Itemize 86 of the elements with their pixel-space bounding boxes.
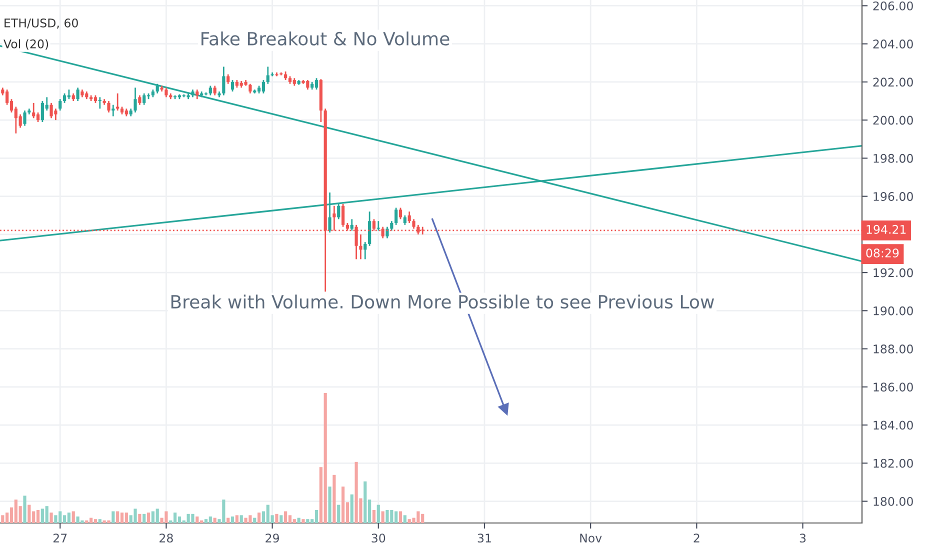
bar bbox=[191, 514, 194, 523]
bar bbox=[67, 512, 71, 523]
x-tick-label: 3 bbox=[800, 534, 806, 543]
bar bbox=[240, 515, 243, 523]
bar bbox=[112, 511, 115, 523]
bar bbox=[332, 474, 336, 523]
bar bbox=[350, 494, 354, 523]
bar bbox=[244, 518, 248, 523]
bar bbox=[156, 508, 159, 523]
x-tick-label: 29 bbox=[266, 534, 279, 543]
bar bbox=[138, 514, 142, 523]
bar bbox=[337, 504, 340, 523]
annotation: Break with Volume. Down More Possible to see Previous Low bbox=[171, 294, 714, 309]
bar bbox=[204, 519, 208, 523]
x-tick-label: 28 bbox=[160, 534, 173, 543]
text: ETH/USD, 60 bbox=[4, 18, 78, 29]
bar bbox=[253, 518, 256, 523]
bar bbox=[288, 515, 292, 523]
bar bbox=[235, 515, 238, 523]
bar bbox=[142, 514, 146, 523]
y-tick-label: 192.00 bbox=[874, 268, 913, 278]
y-tick-label: 188.00 bbox=[874, 344, 913, 354]
bar bbox=[85, 520, 88, 523]
bar bbox=[72, 511, 75, 523]
bar bbox=[226, 518, 230, 523]
bar bbox=[54, 515, 58, 523]
bar bbox=[403, 515, 406, 523]
x-tick-label: 2 bbox=[694, 534, 700, 542]
bar bbox=[280, 515, 283, 523]
x-tick-label: Nov bbox=[580, 534, 602, 543]
bar bbox=[341, 486, 345, 523]
bar bbox=[1, 515, 4, 523]
bar bbox=[116, 511, 120, 523]
bar bbox=[23, 496, 26, 523]
bar bbox=[45, 506, 48, 523]
bar bbox=[306, 519, 310, 523]
bar bbox=[208, 516, 212, 523]
bar bbox=[107, 520, 110, 523]
bar bbox=[230, 516, 234, 523]
bar bbox=[80, 520, 84, 523]
y-tick-label: 196.00 bbox=[874, 192, 913, 201]
bar bbox=[372, 510, 376, 523]
bar bbox=[314, 510, 318, 523]
bar bbox=[398, 511, 402, 523]
y-tick-label: 204.00 bbox=[873, 40, 913, 48]
bar bbox=[213, 518, 216, 523]
bar bbox=[302, 519, 305, 523]
y-tick-label: 180.00 bbox=[874, 496, 913, 506]
y-tick-label: 198.00 bbox=[874, 154, 913, 163]
bar bbox=[196, 516, 199, 523]
bar bbox=[28, 504, 31, 523]
bar bbox=[297, 518, 300, 523]
bar bbox=[146, 512, 150, 523]
bar bbox=[386, 510, 389, 523]
bar bbox=[328, 486, 332, 523]
x-tick-label: 31 bbox=[478, 534, 491, 543]
y-tick-label: 190.00 bbox=[874, 306, 913, 316]
bar bbox=[284, 511, 288, 523]
bar bbox=[120, 512, 124, 523]
bar bbox=[275, 514, 278, 523]
y-tick-label: 186.00 bbox=[874, 382, 913, 392]
bar bbox=[98, 519, 102, 523]
annotation: Fake Breakout & No Volume bbox=[202, 32, 450, 46]
y-tick-label: 206.00 bbox=[873, 1, 913, 10]
y-tick-label: 202.00 bbox=[873, 78, 913, 87]
bar bbox=[94, 519, 98, 523]
bar bbox=[178, 516, 182, 523]
bar bbox=[381, 511, 384, 523]
ref-line-label: 194.21 bbox=[866, 224, 906, 234]
bar bbox=[324, 393, 327, 523]
bar bbox=[50, 512, 53, 523]
y-tick-label: 200.00 bbox=[873, 116, 913, 125]
bar bbox=[376, 504, 380, 523]
y-tick-label: 182.00 bbox=[874, 458, 913, 468]
text: Vol (20) bbox=[4, 39, 48, 50]
x-tick-label: 27 bbox=[53, 534, 67, 542]
text: 08:29 bbox=[866, 248, 899, 258]
x-tick-label: 30 bbox=[372, 534, 386, 543]
bar bbox=[124, 512, 128, 523]
y-tick-label: 184.00 bbox=[874, 420, 913, 430]
bar bbox=[292, 519, 296, 523]
bar bbox=[62, 515, 66, 523]
bar bbox=[36, 510, 40, 523]
bar bbox=[257, 512, 261, 523]
bar bbox=[364, 481, 367, 523]
bar bbox=[134, 508, 137, 523]
